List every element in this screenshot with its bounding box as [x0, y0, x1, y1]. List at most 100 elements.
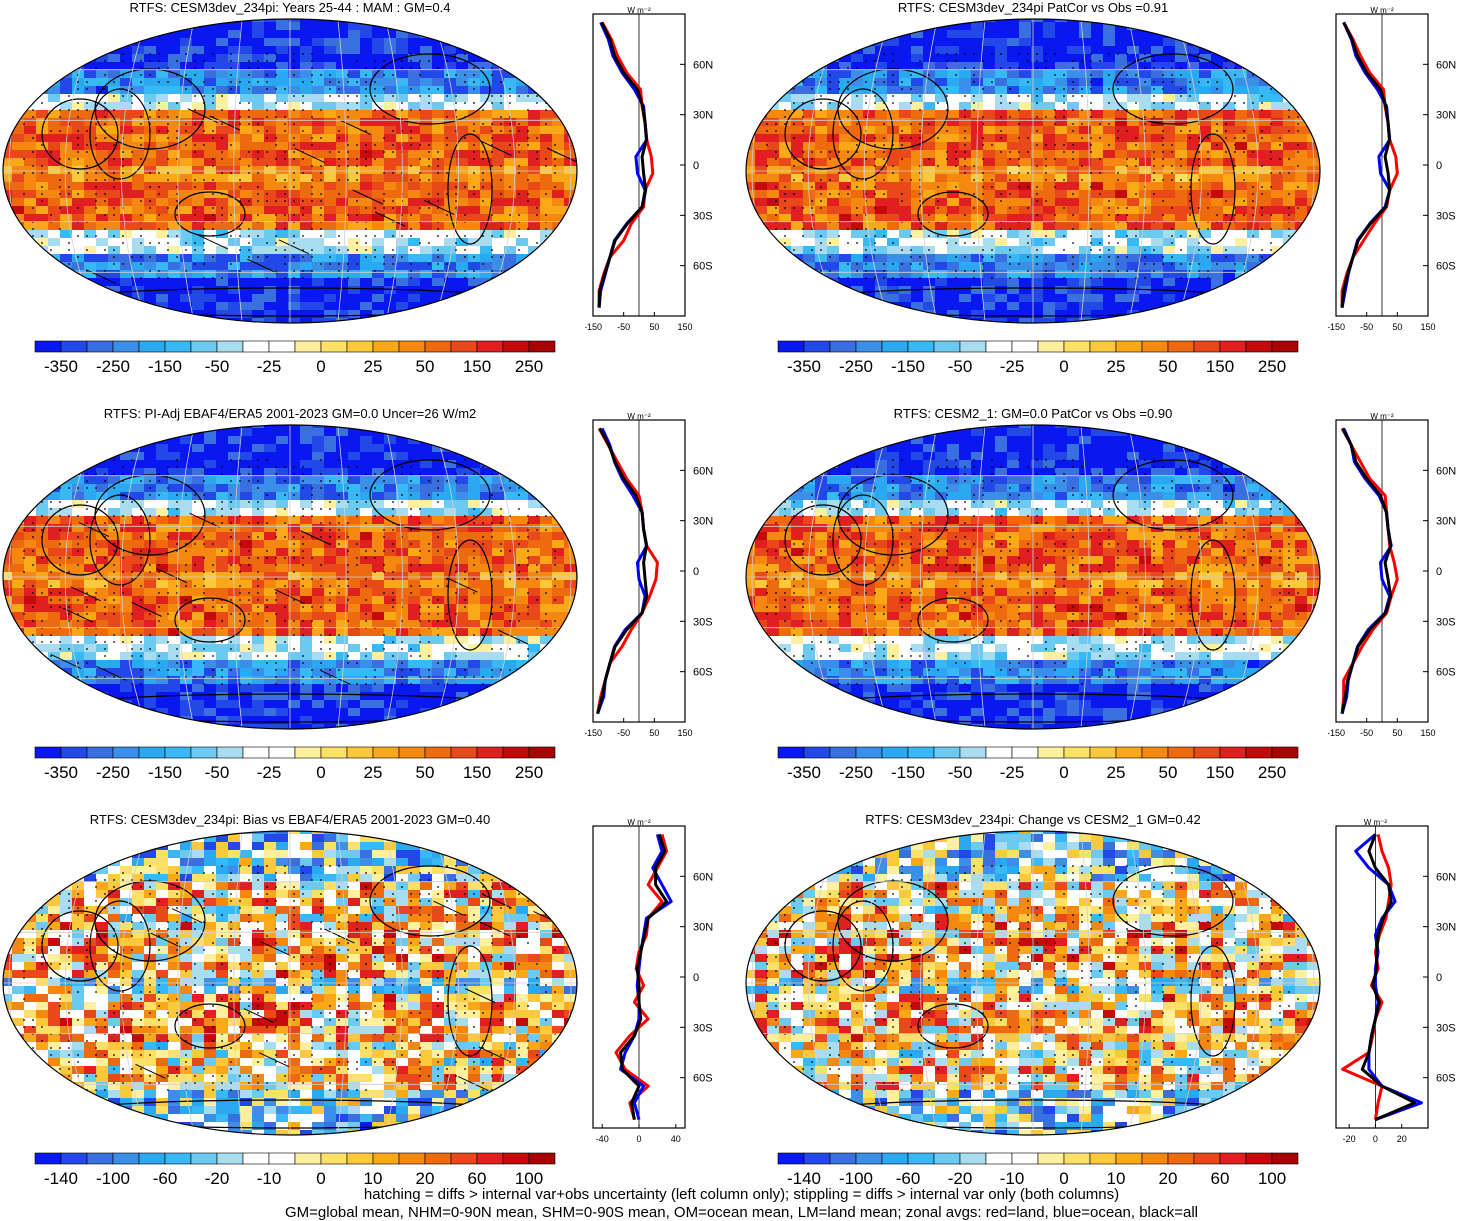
- stipple-dot: [928, 522, 930, 524]
- stipple-dot: [248, 116, 250, 118]
- stipple-dot: [356, 921, 358, 923]
- stipple-dot: [928, 123, 930, 125]
- stipple-dot: [194, 109, 196, 111]
- stipple-dot: [1036, 88, 1038, 90]
- stipple-dot: [32, 536, 34, 538]
- stipple-dot: [1198, 480, 1200, 482]
- stipple-dot: [311, 249, 313, 251]
- stipple-dot: [311, 998, 313, 1000]
- stipple-dot: [320, 74, 322, 76]
- stipple-dot: [59, 557, 61, 559]
- stipple-dot: [428, 242, 430, 244]
- stipple-dot: [41, 1040, 43, 1042]
- stipple-dot: [86, 249, 88, 251]
- stipple-dot: [793, 655, 795, 657]
- stipple-dot: [1117, 88, 1119, 90]
- stipple-dot: [194, 1019, 196, 1021]
- stipple-dot: [1288, 550, 1290, 552]
- stipple-dot: [392, 515, 394, 517]
- stipple-dot: [1279, 74, 1281, 76]
- stipple-dot: [901, 879, 903, 881]
- stipple-dot: [964, 536, 966, 538]
- stipple-dot: [1252, 459, 1254, 461]
- stipple-dot: [401, 466, 403, 468]
- stipple-dot: [356, 165, 358, 167]
- stipple-dot: [212, 893, 214, 895]
- stipple-dot: [874, 186, 876, 188]
- stipple-dot: [437, 256, 439, 258]
- stipple-dot: [320, 473, 322, 475]
- stipple-dot: [838, 494, 840, 496]
- stipple-dot: [140, 536, 142, 538]
- stipple-dot: [901, 578, 903, 580]
- stipple-dot: [982, 256, 984, 258]
- stipple-dot: [1117, 515, 1119, 517]
- stipple-dot: [500, 907, 502, 909]
- stipple-dot: [50, 655, 52, 657]
- stipple-dot: [383, 74, 385, 76]
- stipple-dot: [311, 165, 313, 167]
- stipple-dot: [347, 1089, 349, 1091]
- stipple-dot: [1243, 536, 1245, 538]
- stipple-dot: [838, 599, 840, 601]
- zonal-xtick-label: -40: [596, 1134, 609, 1144]
- stipple-dot: [856, 592, 858, 594]
- stipple-dot: [95, 235, 97, 237]
- stipple-dot: [901, 592, 903, 594]
- stipple-dot: [248, 620, 250, 622]
- stipple-dot: [221, 522, 223, 524]
- stipple-dot: [428, 928, 430, 930]
- stipple-dot: [23, 1089, 25, 1091]
- stipple-dot: [982, 235, 984, 237]
- stipple-dot: [158, 900, 160, 902]
- stipple-dot: [1171, 634, 1173, 636]
- stipple-dot: [383, 529, 385, 531]
- stipple-dot: [185, 74, 187, 76]
- stipple-dot: [392, 522, 394, 524]
- stipple-dot: [784, 592, 786, 594]
- stipple-dot: [122, 921, 124, 923]
- stipple-dot: [185, 123, 187, 125]
- stipple-dot: [464, 970, 466, 972]
- stipple-dot: [1081, 466, 1083, 468]
- stipple-dot: [455, 683, 457, 685]
- stipple-dot: [203, 1026, 205, 1028]
- stipple-dot: [1090, 53, 1092, 55]
- stipple-dot: [1072, 88, 1074, 90]
- stipple-dot: [973, 557, 975, 559]
- stipple-dot: [104, 599, 106, 601]
- stipple-dot: [284, 620, 286, 622]
- stipple-dot: [937, 669, 939, 671]
- stipple-dot: [509, 95, 511, 97]
- stipple-dot: [1288, 130, 1290, 132]
- stipple-dot: [554, 1082, 556, 1084]
- stipple-dot: [1198, 249, 1200, 251]
- stipple-dot: [455, 249, 457, 251]
- stipple-dot: [365, 74, 367, 76]
- stipple-dot: [293, 914, 295, 916]
- stipple-dot: [149, 564, 151, 566]
- stipple-dot: [230, 613, 232, 615]
- stipple-dot: [946, 88, 948, 90]
- stipple-dot: [946, 543, 948, 545]
- stipple-dot: [1063, 557, 1065, 559]
- stipple-dot: [185, 1068, 187, 1070]
- stipple-dot: [194, 214, 196, 216]
- stipple-dot: [1090, 74, 1092, 76]
- stipple-dot: [1009, 620, 1011, 622]
- stipple-dot: [500, 669, 502, 671]
- colorbar-swatch: [1245, 340, 1273, 353]
- stipple-dot: [320, 536, 322, 538]
- stipple-dot: [437, 634, 439, 636]
- stipple-dot: [1288, 466, 1290, 468]
- colorbar-swatch: [320, 340, 348, 353]
- zonal-ytick-label: 0: [693, 972, 699, 984]
- stipple-dot: [1189, 592, 1191, 594]
- stipple-dot: [1045, 172, 1047, 174]
- stipple-dot: [95, 592, 97, 594]
- stipple-dot: [248, 1040, 250, 1042]
- stipple-dot: [266, 886, 268, 888]
- stipple-dot: [509, 648, 511, 650]
- stipple-dot: [311, 137, 313, 139]
- stipple-dot: [1162, 263, 1164, 265]
